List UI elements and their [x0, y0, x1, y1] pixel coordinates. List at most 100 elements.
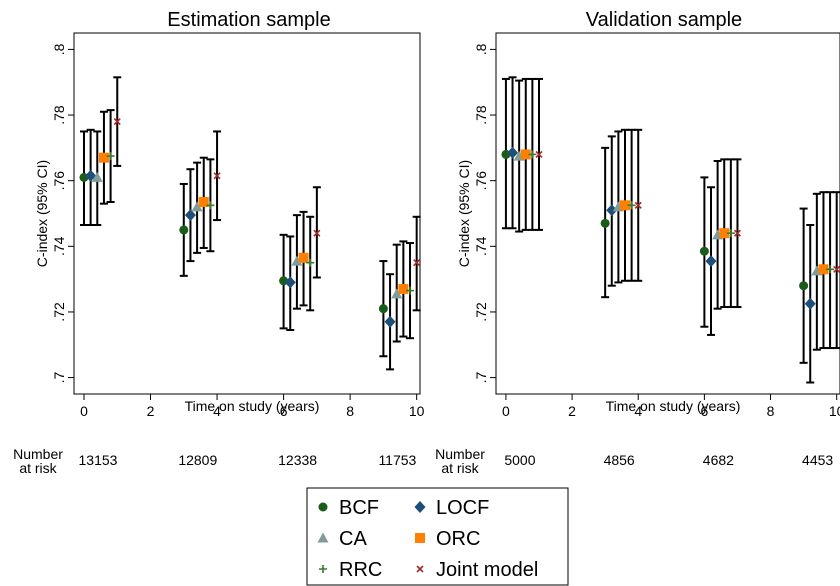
x-tick-label: 10 — [409, 403, 425, 419]
number-at-risk-value: 4856 — [604, 452, 635, 468]
orc-point — [620, 200, 630, 211]
orc-point — [719, 228, 730, 239]
ca-point — [91, 171, 103, 182]
series-rrc — [106, 109, 415, 340]
x-tick-label: 2 — [147, 403, 155, 419]
legend-label: ORC — [436, 528, 480, 550]
x-tick-label: 4 — [634, 403, 642, 419]
locf-point — [384, 315, 396, 328]
y-tick-label: .72 — [473, 302, 489, 322]
y-tick-label: .7 — [51, 372, 67, 384]
rrc-point — [106, 152, 115, 161]
joint-model-point — [634, 201, 642, 209]
number-at-risk-value: 11753 — [378, 452, 416, 468]
chart-title: Estimation sample — [167, 9, 330, 31]
y-axis-label: C-index (95% CI) — [456, 160, 472, 267]
series-joint-model — [113, 76, 421, 312]
y-tick-label: .72 — [51, 302, 67, 322]
x-tick-label: 2 — [568, 403, 576, 419]
y-axis-label: C-index (95% CI) — [34, 160, 50, 267]
joint-model-point — [535, 150, 543, 158]
legend-orc-marker — [415, 533, 425, 543]
rrc-point — [206, 201, 215, 210]
legend-item-bcf: BCF — [318, 497, 379, 519]
series-joint-model — [535, 77, 840, 350]
joint-model-point — [413, 259, 421, 267]
panel-validation-sample: Validation sample .7 .72 .74 .76 .78 .8 0 2 4 6 8 10… — [435, 9, 840, 476]
risk-label: at risk — [441, 460, 479, 476]
legend-locf-marker — [414, 501, 426, 513]
y-tick-label: .8 — [51, 43, 67, 55]
series-orc — [520, 77, 829, 350]
x-axis-label: Time on study (years) — [185, 398, 320, 414]
locf-point — [507, 146, 519, 159]
y-tick-label: .8 — [473, 43, 489, 55]
rrc-point — [726, 229, 735, 238]
x-tick-label: 4 — [213, 403, 221, 419]
x-tick-label: 8 — [767, 403, 775, 419]
bcf-point — [799, 281, 809, 291]
locf-point — [85, 169, 97, 182]
orc-point — [818, 264, 829, 275]
number-at-risk-value: 13153 — [79, 452, 118, 468]
y-tick-label: .76 — [51, 171, 67, 191]
legend-box — [306, 487, 569, 586]
number-at-risk-value: 12338 — [278, 452, 317, 468]
legend-item-locf: LOCF — [414, 497, 489, 519]
x-tick-label: 0 — [502, 403, 510, 419]
ca-point — [391, 288, 403, 299]
x-axis-label: Time on study (years) — [606, 398, 741, 414]
series-orc — [98, 110, 409, 338]
x-tick-label: 0 — [80, 403, 88, 419]
plot-frame — [495, 32, 840, 395]
orc-point — [98, 152, 109, 163]
legend-joint-model-marker — [416, 565, 424, 573]
number-at-risk-value: 5000 — [504, 452, 535, 468]
risk-label: Number — [435, 446, 485, 462]
legend-item-rrc: RRC — [319, 559, 382, 581]
risk-label: at risk — [19, 460, 57, 476]
number-at-risk-value: 12809 — [178, 452, 217, 468]
rrc-point — [406, 286, 415, 295]
legend-bcf-marker — [318, 502, 328, 512]
locf-point — [606, 204, 618, 217]
joint-model-point — [833, 265, 840, 273]
rrc-point — [306, 258, 315, 267]
joint-model-point — [733, 229, 742, 237]
series-locf — [85, 128, 396, 371]
bcf-point — [699, 246, 709, 256]
joint-model-point — [213, 172, 221, 180]
legend: BCF LOCF CA ORC RRC Joint model — [306, 487, 569, 586]
legend-label: Joint model — [436, 559, 538, 581]
x-tick-label: 6 — [700, 403, 708, 419]
x-tick-label: 10 — [829, 403, 840, 419]
series-rrc — [528, 77, 835, 350]
legend-ca-marker — [317, 532, 329, 543]
series-ca — [513, 79, 823, 351]
legend-item-joint-model: Joint model — [416, 559, 538, 581]
orc-point — [520, 149, 531, 160]
legend-label: BCF — [339, 497, 379, 519]
orc-point — [198, 197, 209, 208]
ca-point — [191, 201, 203, 212]
legend-label: LOCF — [436, 497, 489, 519]
number-at-risk-value: 4682 — [703, 452, 734, 468]
ca-point — [291, 255, 303, 266]
bcf-point — [378, 304, 388, 314]
bcf-point — [179, 225, 189, 235]
y-tick-label: .74 — [51, 236, 67, 256]
legend-item-ca: CA — [317, 528, 367, 550]
y-tick-label: .78 — [473, 105, 489, 125]
locf-point — [284, 276, 296, 289]
rrc-point — [826, 265, 835, 274]
orc-point — [298, 252, 309, 263]
rrc-point — [528, 150, 537, 159]
risk-label: Number — [13, 446, 63, 462]
series-locf — [507, 76, 816, 384]
chart-title: Validation sample — [586, 9, 742, 31]
bcf-point — [600, 218, 610, 228]
panel-estimation-sample: Estimation sample .7 .72 .74 .76 .78 .8 0 2 4 6 8 10… — [13, 9, 425, 476]
number-at-risk-value: 4453 — [802, 452, 833, 468]
y-tick-label: .76 — [473, 171, 489, 191]
